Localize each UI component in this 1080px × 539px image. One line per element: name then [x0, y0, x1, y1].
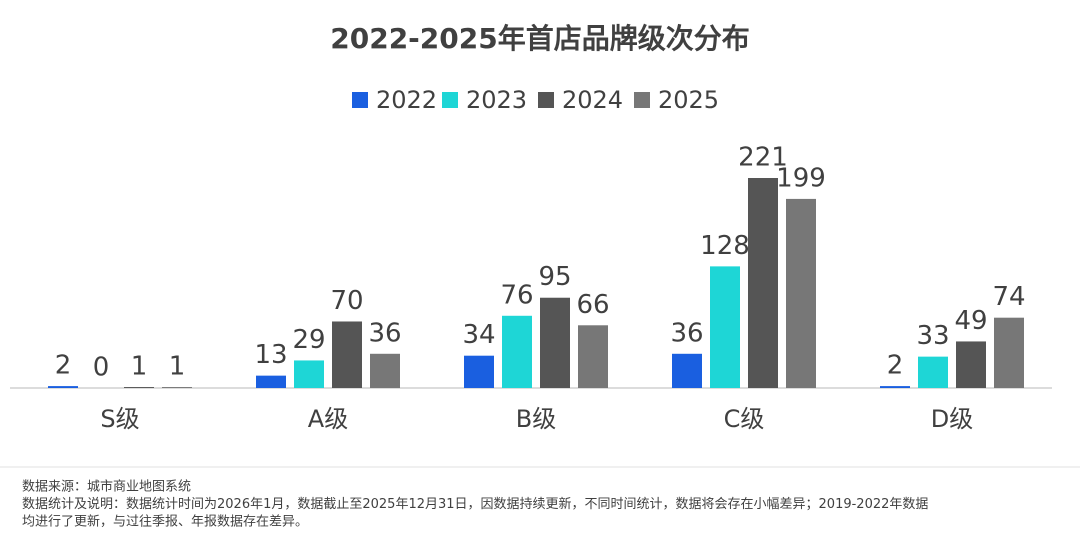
- value-label: 66: [576, 290, 609, 320]
- bar: [370, 353, 400, 388]
- bar: [994, 317, 1024, 388]
- value-label: 1: [131, 352, 148, 382]
- x-tick-label: B级: [516, 405, 556, 433]
- value-label: 29: [292, 325, 325, 355]
- x-tick-label: D级: [931, 405, 973, 433]
- bar: [162, 387, 192, 388]
- value-label: 128: [700, 231, 750, 261]
- value-label: 2: [55, 351, 72, 381]
- bar: [464, 355, 494, 388]
- value-label: 33: [916, 321, 949, 351]
- footnote: 数据统计及说明：数据统计时间为2026年1月，数据截止至2025年12月31日，…: [22, 496, 928, 512]
- bar: [48, 386, 78, 388]
- bar: [578, 325, 608, 388]
- legend-label: 2023: [466, 86, 527, 114]
- bar: [540, 297, 570, 388]
- value-label: 0: [93, 353, 110, 383]
- value-label: 34: [462, 320, 495, 350]
- value-label: 1: [169, 352, 186, 382]
- bar: [672, 353, 702, 388]
- footnote: 均进行了更新，与过往季报、年报数据存在差异。: [22, 514, 308, 530]
- bar: [256, 375, 286, 388]
- value-label: 13: [254, 340, 287, 370]
- value-label: 2: [887, 351, 904, 381]
- bar: [918, 356, 948, 388]
- legend-swatch: [442, 92, 458, 108]
- value-label: 199: [776, 163, 826, 193]
- legend-label: 2025: [658, 86, 719, 114]
- value-label: 95: [538, 262, 571, 292]
- bar: [786, 198, 816, 388]
- value-label: 36: [368, 318, 401, 348]
- bar: [502, 315, 532, 388]
- value-label: 74: [992, 282, 1025, 312]
- x-tick-label: S级: [100, 405, 139, 433]
- value-label: 70: [330, 286, 363, 316]
- legend-swatch: [538, 92, 554, 108]
- value-label: 49: [954, 306, 987, 336]
- value-label: 221: [738, 143, 788, 173]
- x-tick-label: A级: [308, 405, 348, 433]
- legend-swatch: [634, 92, 650, 108]
- value-label: 36: [670, 318, 703, 348]
- bar: [124, 387, 154, 388]
- legend-label: 2024: [562, 86, 623, 114]
- x-tick-label: C级: [724, 405, 765, 433]
- legend-swatch: [352, 92, 368, 108]
- bar: [956, 341, 986, 388]
- footnote: 数据来源：城市商业地图系统: [22, 479, 191, 495]
- bar: [880, 386, 910, 388]
- bar: [332, 321, 362, 388]
- bar: [748, 178, 778, 388]
- chart-title: 2022-2025年首店品牌级次分布: [330, 22, 749, 55]
- bar: [294, 360, 324, 388]
- bar: [710, 266, 740, 388]
- value-label: 76: [500, 280, 533, 310]
- legend-label: 2022: [376, 86, 437, 114]
